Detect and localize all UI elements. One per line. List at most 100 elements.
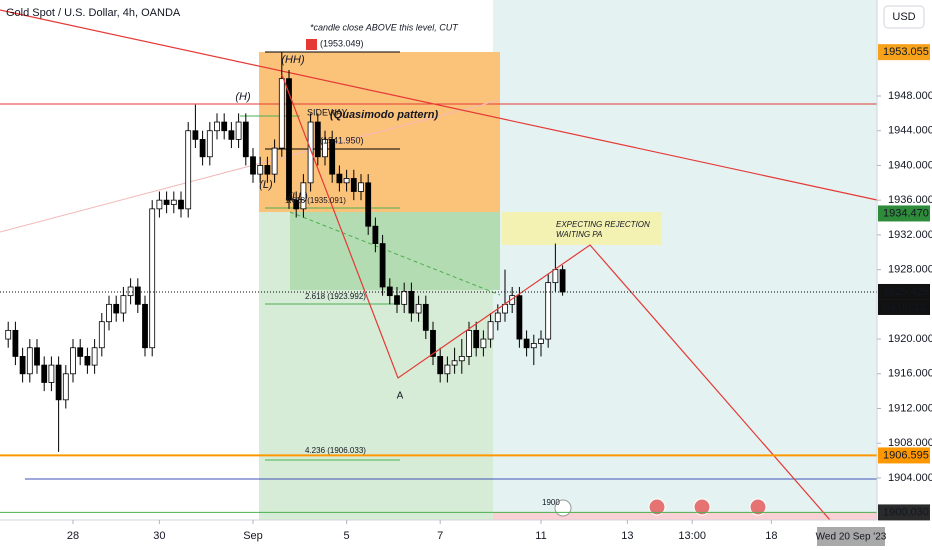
price-label-box (878, 44, 930, 61)
y-tick-label: 1920.000 (888, 333, 932, 345)
candle-body (62, 373, 69, 401)
candle-body (430, 329, 436, 357)
candle-body (12, 329, 19, 357)
candle-body (70, 347, 76, 375)
candle-body (48, 364, 55, 383)
candle-body (552, 269, 559, 284)
x-tick-label: Sep (243, 530, 263, 542)
trend-line (0, 9, 878, 201)
annotation: SIDEWAY (307, 107, 348, 117)
annotation: 4.236 (1906.033) (305, 446, 366, 455)
event-icons (554, 498, 767, 517)
candle-body (120, 295, 127, 314)
candle-body (530, 343, 537, 349)
annotation: (H) (235, 91, 251, 103)
candle-body (127, 286, 134, 297)
icon (648, 498, 666, 516)
candle-body (322, 139, 328, 158)
x-tick-label: 18 (765, 530, 777, 542)
candle-body (494, 312, 501, 323)
candle-body (422, 303, 429, 331)
candle-body (19, 356, 26, 375)
countdown: 03:00:12 (883, 301, 926, 313)
y-tick-label: 1932.000 (888, 229, 932, 241)
annotation: 1.618 (1935.091) (285, 196, 346, 205)
currency-button[interactable] (883, 5, 925, 29)
projection-path (281, 74, 831, 521)
candle-body (336, 173, 343, 184)
candle-body (26, 347, 33, 375)
candle-body (271, 147, 278, 175)
candle-body (235, 121, 242, 140)
candle-body (257, 165, 264, 175)
candle-body (480, 338, 487, 349)
x-tick-label: 7 (437, 530, 443, 542)
y-tick-label: 1928.000 (888, 264, 932, 276)
candle-body (538, 338, 544, 344)
x-tick-label: 11 (535, 530, 546, 542)
candle-body (264, 165, 271, 175)
candle-body (214, 121, 220, 132)
price-label: 1906.595 (883, 449, 929, 461)
candle-body (444, 364, 451, 375)
candle-body (466, 329, 472, 357)
candle-body (516, 295, 523, 340)
sideway-box (290, 212, 500, 290)
candle-body (458, 356, 465, 362)
candle-body (178, 199, 184, 210)
candle-body (300, 182, 307, 210)
candle-body (307, 121, 314, 184)
candle-body (5, 329, 12, 340)
price-label-box (878, 205, 930, 222)
price-label: 1934.470 (883, 207, 929, 219)
icon (749, 498, 767, 516)
x-tick-label: 5 (344, 530, 350, 542)
candle-body (149, 208, 156, 349)
date-label: Wed 20 Sep '23 (816, 532, 887, 543)
candle-body (192, 130, 199, 140)
candle-body (98, 321, 105, 349)
icon (693, 498, 711, 516)
annotation: (1941.950) (320, 135, 364, 145)
candle-body (77, 347, 84, 357)
candle-body (228, 130, 235, 140)
candle-body (106, 303, 112, 323)
date-label-box (817, 527, 885, 546)
faint-trend-line (0, 99, 501, 233)
time-axis (0, 520, 877, 550)
candle-body (329, 139, 336, 175)
candle-body (365, 182, 372, 227)
annotation: A (397, 391, 404, 402)
candle-body (350, 178, 357, 192)
candle-body (221, 121, 228, 132)
candle-body (293, 199, 300, 210)
annotation: *candle close ABOVE this level, CUT (310, 22, 459, 32)
annotation: (HH) (281, 54, 305, 66)
y-tick-label: 1912.000 (888, 402, 932, 414)
annotation: EXPECTING REJECTION (556, 220, 650, 229)
annotation: WAITING PA (556, 230, 602, 239)
x-tick-label: 13 (621, 530, 633, 542)
candle-body (394, 295, 400, 305)
candle-body (206, 130, 213, 158)
annotation: (Quasimodo pattern) (330, 109, 439, 121)
candle-body (408, 290, 415, 314)
x-tick-label: 28 (67, 530, 79, 542)
chart-title: Gold Spot / U.S. Dollar, 4h, OANDA (6, 7, 181, 19)
y-tick-label: 1944.000 (888, 125, 932, 137)
currency: USD (892, 11, 915, 23)
candle-body (242, 121, 249, 158)
candle-body (91, 347, 98, 366)
candle-body (372, 225, 379, 244)
annotation: 1900 (542, 498, 560, 507)
candle-body (343, 178, 350, 184)
candle-body (437, 356, 444, 375)
y-tick-label: 1940.000 (888, 159, 932, 171)
candle-body (41, 364, 48, 383)
candle-body (170, 199, 177, 205)
candle-body (487, 321, 494, 340)
x-tick-label: 30 (153, 530, 165, 542)
candle-body (386, 286, 393, 297)
candle-body (84, 356, 91, 366)
